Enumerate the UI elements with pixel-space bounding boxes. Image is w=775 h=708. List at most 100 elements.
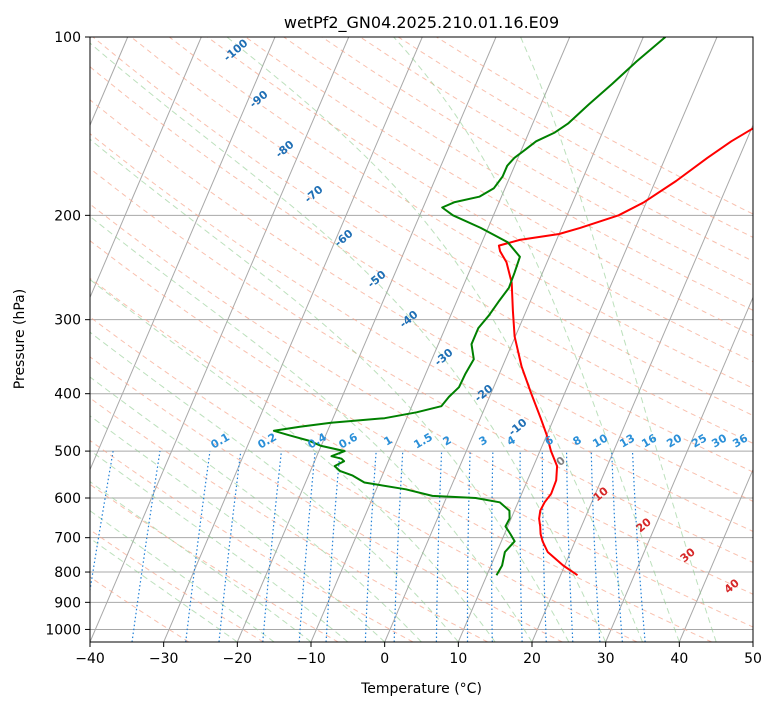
- mixing-ratio-label: 1.5: [412, 430, 435, 451]
- isotherm-line: [531, 123, 753, 642]
- mixing-ratio-line: [90, 451, 114, 594]
- isotherm-line: [752, 640, 753, 642]
- isotherm-line: [605, 296, 753, 642]
- moist-adiabats: [90, 37, 717, 642]
- x-tick-label: 20: [523, 651, 541, 667]
- x-tick-label: −10: [296, 651, 326, 667]
- mixing-ratio-label: 30: [709, 431, 729, 450]
- x-tick-label: −40: [75, 651, 105, 667]
- dry-adiabat-line: [90, 66, 753, 473]
- dry-adiabat-line: [206, 37, 753, 363]
- dry-adiabat-line: [282, 37, 753, 311]
- mixing-ratio-line: [519, 451, 523, 642]
- moist-adiabat-line: [90, 481, 312, 642]
- moist-adiabat-line: [90, 138, 570, 642]
- dry-adiabat-label: -20: [472, 382, 496, 405]
- dry-adiabat-label: -100: [221, 36, 251, 64]
- dry-adiabat-line: [90, 277, 712, 642]
- mixing-ratio-label: 20: [664, 431, 684, 450]
- y-tick-label: 900: [54, 595, 81, 611]
- mixing-ratio-line: [218, 451, 242, 642]
- mixing-ratio-line: [298, 451, 316, 642]
- dry-adiabat-line: [90, 397, 488, 642]
- dry-adiabat-label: -60: [332, 227, 356, 250]
- x-axis-ticks: −40 −30 −20 −10 0 10 20 30 40 50: [75, 642, 762, 667]
- x-tick-label: 50: [744, 651, 762, 667]
- mixing-ratio-line: [631, 451, 646, 642]
- x-axis-title: Temperature (°C): [360, 681, 482, 697]
- y-tick-label: 200: [54, 208, 81, 224]
- dry-adiabat-label: -30: [432, 346, 456, 369]
- mixing-ratio-label: 1: [382, 433, 395, 448]
- y-axis-ticks: 100 200 300 400 500 600 700 800 900 1000: [45, 30, 90, 638]
- isotherm-line: [90, 37, 202, 299]
- y-tick-label: 300: [54, 313, 81, 329]
- mixing-ratio-label: 0.4: [306, 430, 330, 451]
- dry-adiabat-label: 30: [678, 545, 698, 565]
- dry-adiabat-line: [90, 356, 563, 642]
- x-tick-label: −30: [149, 651, 179, 667]
- moist-adiabat-line: [90, 537, 238, 642]
- mixing-ratio-label: 8: [571, 433, 584, 448]
- dry-adiabat-line: [92, 37, 753, 444]
- chart-title: wetPf2_GN04.2025.210.01.16.E09: [284, 13, 559, 33]
- mixing-ratio-label: 3: [477, 433, 490, 448]
- x-tick-label: −20: [223, 651, 253, 667]
- moist-adiabat-line: [520, 37, 717, 642]
- x-tick-label: 10: [449, 651, 467, 667]
- mixing-ratio-lines: [90, 451, 646, 642]
- dewpoint-profile: [272, 37, 667, 576]
- mixing-ratio-label: 0.2: [256, 430, 279, 451]
- dry-adiabat-line: [321, 37, 753, 286]
- dry-adiabat-line: [90, 99, 753, 502]
- isotherm-line: [384, 37, 644, 642]
- dry-adiabat-line: [90, 576, 190, 642]
- dry-adiabat-label: -50: [365, 268, 389, 291]
- isotherm-line: [457, 37, 718, 642]
- plot-area: -100-90-80-70-60-50-40-30-20-10010203040…: [90, 36, 753, 642]
- mixing-ratio-label: 25: [689, 432, 709, 451]
- x-tick-label: 40: [670, 651, 688, 667]
- dry-adiabat-label: -40: [397, 308, 421, 331]
- moist-adiabat-line: [90, 331, 459, 642]
- dry-adiabat-line: [90, 316, 638, 642]
- y-tick-label: 600: [54, 491, 81, 507]
- isotherm-line: [90, 37, 350, 642]
- moist-adiabat-line: [90, 42, 607, 642]
- dry-adiabat-label: -80: [273, 138, 297, 161]
- dry-adiabat-label: 40: [722, 576, 742, 596]
- moist-adiabat-line: [90, 278, 496, 642]
- y-tick-label: 500: [54, 444, 81, 460]
- moist-adiabat-line: [90, 376, 422, 642]
- plot-frame: [89, 36, 754, 643]
- y-tick-label: 400: [54, 387, 81, 403]
- dry-adiabat-label: 10: [591, 484, 611, 504]
- dry-adiabat-line: [90, 483, 339, 642]
- isobar-gridlines: [90, 37, 753, 630]
- mixing-ratio-line: [185, 451, 211, 642]
- dry-adiabat-line: [90, 167, 753, 563]
- dry-adiabat-label: 0: [554, 454, 568, 469]
- dry-adiabat-line: [90, 439, 414, 642]
- mixing-ratio-line: [435, 451, 443, 642]
- mixing-ratio-line: [131, 451, 161, 642]
- moist-adiabat-line: [226, 37, 643, 642]
- moist-adiabat-line: [90, 415, 386, 642]
- isotherm-line: [678, 468, 753, 642]
- y-tick-label: 700: [54, 531, 81, 547]
- mixing-ratio-line: [262, 451, 282, 642]
- y-axis-title: Pressure (hPa): [12, 289, 28, 389]
- mixing-ratio-label: 10: [590, 431, 610, 450]
- mixing-ratio-line: [566, 451, 574, 642]
- moist-adiabat-line: [90, 215, 533, 642]
- dry-adiabat-line: [90, 133, 753, 532]
- moist-adiabat-line: [90, 510, 275, 642]
- dry-adiabat-line: [435, 37, 753, 215]
- isotherm-line: [236, 37, 497, 642]
- dry-adiabat-line: [359, 37, 753, 262]
- moist-adiabat-line: [90, 449, 349, 642]
- y-tick-label: 800: [54, 565, 81, 581]
- x-tick-label: 0: [380, 651, 389, 667]
- sounding-profiles: [272, 37, 753, 577]
